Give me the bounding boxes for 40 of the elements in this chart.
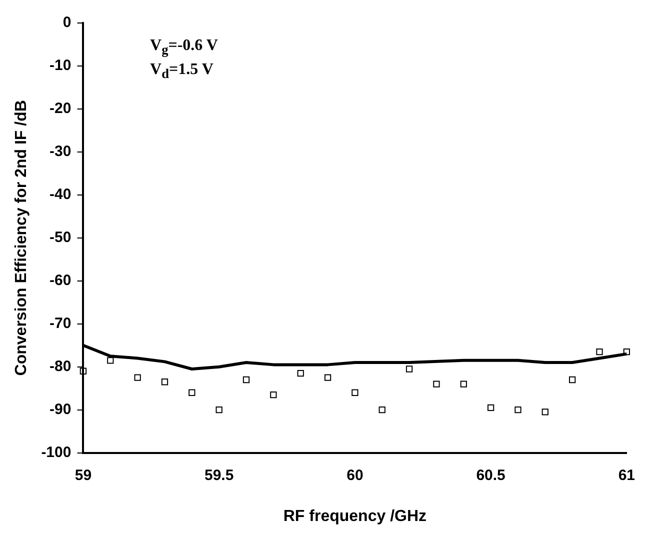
point — [107, 357, 114, 364]
point — [568, 376, 576, 384]
point — [487, 404, 494, 411]
point — [270, 391, 277, 398]
y-tick-label: -40 — [50, 186, 72, 204]
point — [297, 370, 304, 377]
point — [542, 408, 548, 416]
point — [242, 376, 250, 384]
y-tick-label: -60 — [50, 272, 72, 290]
y-tick-label: -70 — [50, 315, 72, 332]
point — [161, 378, 168, 386]
point — [433, 380, 440, 388]
point — [216, 406, 222, 414]
y-tick-label: -30 — [50, 143, 72, 160]
x-tick-label: 60.5 — [476, 466, 506, 484]
point — [352, 389, 358, 396]
point — [460, 380, 467, 388]
point — [134, 374, 141, 381]
y-tick-label: -80 — [50, 358, 72, 375]
x-tick-label: 61 — [618, 466, 635, 484]
y-axis-title: Conversion Efficiency for 2nd IF /dB — [13, 100, 30, 376]
y-tick-label: -10 — [50, 57, 72, 74]
y-tick-label: 0 — [62, 14, 72, 32]
y-tick-label: -90 — [50, 400, 72, 418]
point — [80, 368, 87, 374]
y-tick-label: -20 — [50, 100, 72, 118]
point — [596, 348, 603, 356]
point — [188, 389, 196, 396]
x-axis-title: RF frequency /GHz — [283, 508, 427, 525]
x-tick-label: 59.5 — [204, 466, 234, 484]
point — [406, 366, 413, 372]
x-tick-label: 59 — [74, 466, 92, 484]
point — [514, 406, 522, 414]
y-tick-label: -50 — [50, 229, 72, 246]
point — [324, 374, 332, 381]
point — [623, 348, 630, 356]
bias-note: V$_{g}$=-0.6 V V$_{d}$=1.5 V — [150, 36, 218, 84]
x-tick-label: 60 — [346, 466, 364, 484]
y-tick-label: -100 — [41, 444, 72, 461]
point — [378, 406, 386, 414]
